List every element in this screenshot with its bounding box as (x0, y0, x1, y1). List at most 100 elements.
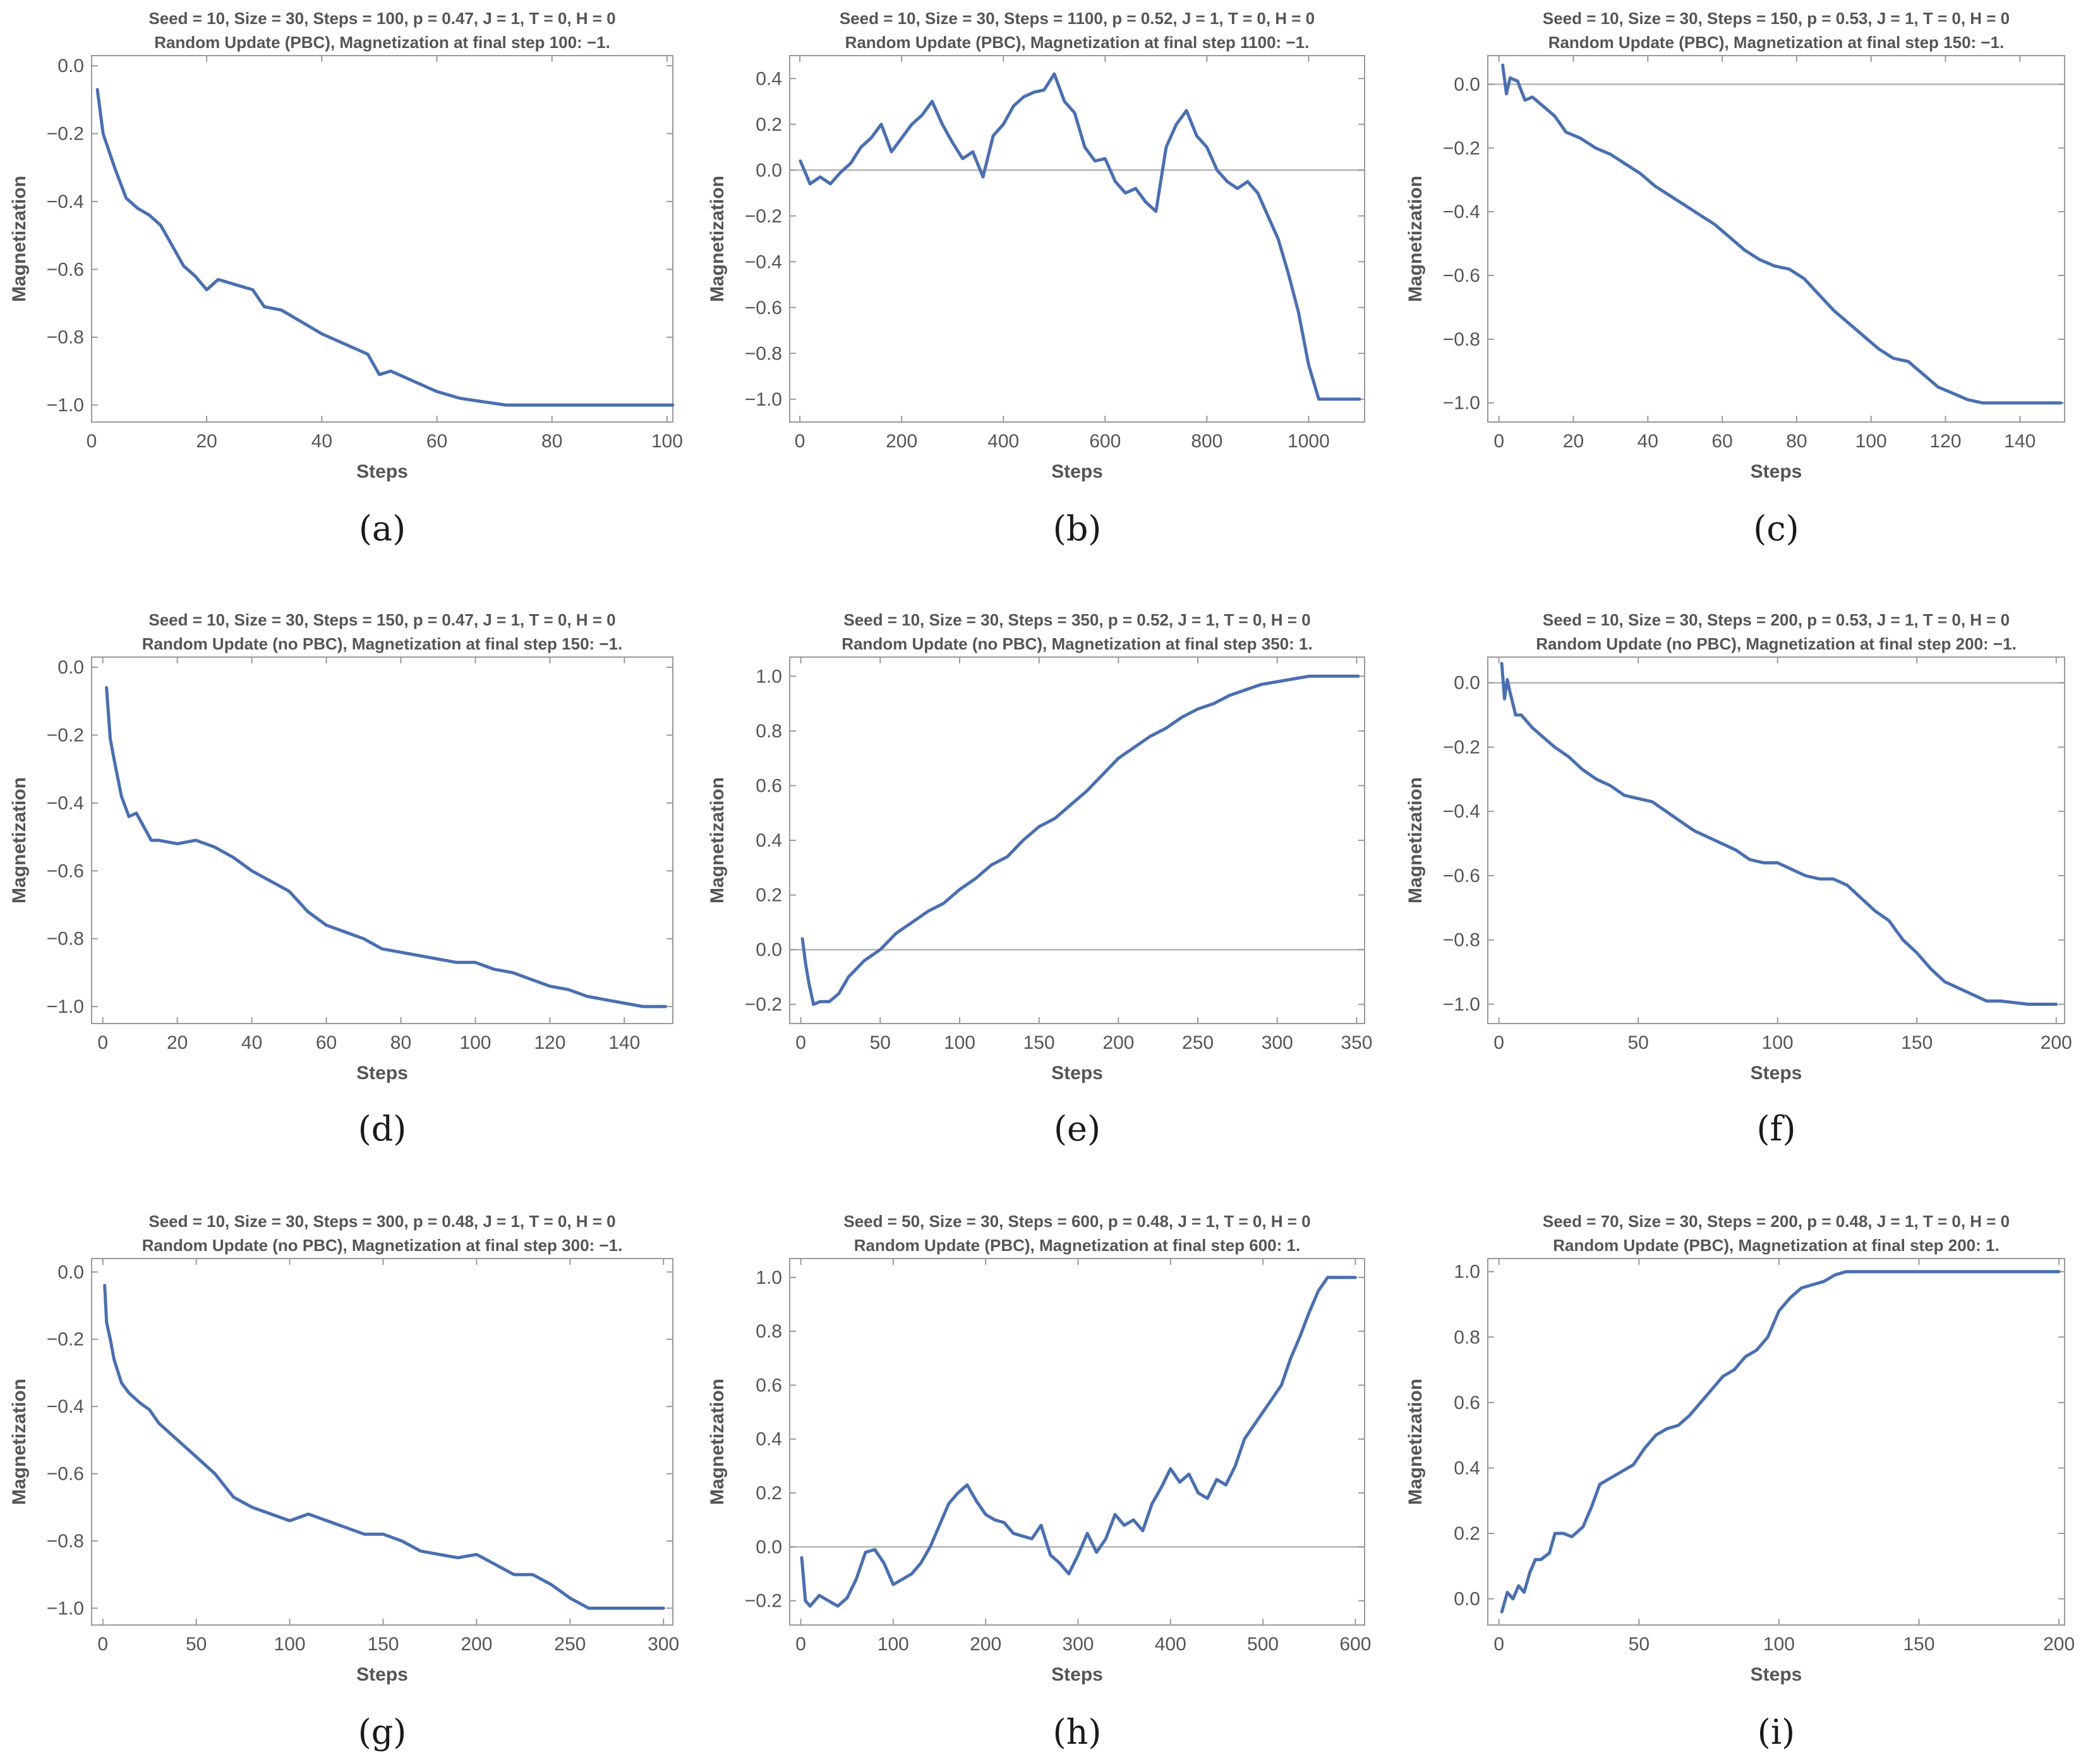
x-tick-label: 200 (2043, 1634, 2075, 1655)
y-tick-label: −1.0 (1443, 994, 1480, 1015)
chart-title: Seed = 10, Size = 30, Steps = 350, p = 0… (843, 610, 1310, 629)
x-tick-label: 800 (1191, 431, 1222, 452)
x-tick-label: 100 (944, 1032, 975, 1053)
y-tick-label: −1.0 (47, 996, 84, 1017)
y-tick-label: 0.0 (1454, 74, 1480, 95)
y-axis-title: Magnetization (9, 777, 30, 903)
y-tick-label: −1.0 (1443, 393, 1480, 414)
magnetization-series-line (800, 1276, 1357, 1608)
magnetization-series-line (105, 686, 667, 1008)
chart-panel-3: Seed = 10, Size = 30, Steps = 150, p = 0… (1405, 9, 2065, 548)
chart-panel-8: Seed = 50, Size = 30, Steps = 600, p = 0… (707, 1212, 1371, 1752)
chart-subtitle: Random Update (PBC), Magnetization at fi… (1548, 33, 2005, 52)
x-tick-label: 150 (1903, 1634, 1935, 1655)
y-tick-label: −1.0 (47, 395, 84, 416)
x-tick-label: 0 (1493, 431, 1504, 452)
y-tick-label: −0.2 (745, 206, 782, 227)
chart-title: Seed = 10, Size = 30, Steps = 100, p = 0… (148, 9, 615, 28)
y-tick-label: 0.4 (756, 830, 782, 851)
y-axis-title: Magnetization (707, 1379, 728, 1505)
y-tick-label: 0.0 (1454, 673, 1480, 694)
x-tick-label: 80 (541, 431, 562, 452)
y-tick-label: −0.8 (1443, 329, 1480, 350)
x-tick-label: 100 (651, 431, 683, 452)
plot-frame (91, 656, 673, 1024)
x-tick-label: 100 (1855, 431, 1887, 452)
y-tick-label: 0.8 (756, 721, 782, 742)
y-tick-label: −0.6 (1443, 866, 1480, 886)
y-tick-label: 0.4 (756, 68, 782, 89)
y-tick-label: −0.2 (47, 1329, 84, 1350)
x-tick-label: 100 (878, 1634, 909, 1655)
x-tick-label: 600 (1089, 431, 1121, 452)
y-tick-label: 0.0 (1454, 1589, 1480, 1610)
chart-title: Seed = 70, Size = 30, Steps = 200, p = 0… (1543, 1212, 2010, 1231)
plot-frame (789, 656, 1365, 1024)
x-tick-label: 50 (186, 1634, 207, 1655)
x-tick-label: 0 (795, 1032, 806, 1053)
x-tick-label: 140 (608, 1032, 640, 1053)
x-tick-label: 40 (311, 431, 332, 452)
y-tick-label: 0.2 (756, 1483, 782, 1504)
x-tick-label: 40 (1638, 431, 1658, 452)
x-axis-title: Steps (1751, 1063, 1802, 1084)
panel-caption: (c) (1753, 509, 1799, 548)
y-tick-label: −0.8 (1443, 930, 1480, 951)
x-tick-label: 350 (1341, 1032, 1372, 1053)
x-tick-label: 250 (554, 1634, 586, 1655)
chart-panel-5: Seed = 10, Size = 30, Steps = 350, p = 0… (707, 610, 1372, 1149)
y-tick-label: 0.0 (756, 160, 782, 181)
y-tick-label: −0.4 (47, 793, 84, 814)
y-tick-label: −0.2 (47, 725, 84, 746)
x-tick-label: 60 (1711, 431, 1732, 452)
y-tick-label: −0.4 (1443, 801, 1480, 822)
x-axis-title: Steps (1751, 1664, 1802, 1685)
chart-subtitle: Random Update (no PBC), Magnetization at… (142, 634, 623, 653)
x-tick-label: 60 (426, 431, 447, 452)
y-tick-label: −0.2 (1443, 138, 1480, 159)
chart-title: Seed = 10, Size = 30, Steps = 300, p = 0… (148, 1212, 615, 1231)
y-axis-title: Magnetization (9, 176, 30, 302)
y-tick-label: 0.8 (1454, 1327, 1480, 1348)
plot-frame (1487, 1258, 2065, 1626)
x-tick-label: 80 (390, 1032, 411, 1053)
plot-frame (1487, 55, 2065, 423)
magnetization-series-line (95, 88, 675, 407)
x-tick-label: 400 (1155, 1634, 1186, 1655)
panel-caption: (e) (1054, 1109, 1101, 1149)
y-axis-title: Magnetization (1405, 1379, 1426, 1505)
x-axis-title: Steps (1051, 1664, 1103, 1685)
x-tick-label: 150 (1901, 1032, 1933, 1053)
x-tick-label: 20 (1563, 431, 1584, 452)
chart-title: Seed = 50, Size = 30, Steps = 600, p = 0… (843, 1212, 1310, 1231)
chart-title: Seed = 10, Size = 30, Steps = 150, p = 0… (148, 610, 615, 629)
y-tick-label: −0.6 (47, 861, 84, 881)
x-tick-label: 20 (167, 1032, 188, 1053)
chart-subtitle: Random Update (PBC), Magnetization at fi… (154, 33, 610, 52)
x-tick-label: 250 (1182, 1032, 1214, 1053)
magnetization-series-line (800, 674, 1360, 1006)
magnetization-series-line (1500, 662, 2058, 1006)
plot-frame (789, 55, 1365, 423)
y-tick-label: −0.6 (1443, 265, 1480, 286)
x-tick-label: 100 (459, 1032, 491, 1053)
x-tick-label: 200 (461, 1634, 492, 1655)
x-axis-title: Steps (356, 1063, 408, 1084)
x-tick-label: 200 (970, 1634, 1001, 1655)
y-tick-label: 0.0 (57, 1262, 84, 1283)
x-tick-label: 0 (795, 431, 805, 452)
y-tick-label: −0.4 (47, 1396, 84, 1417)
y-tick-label: 0.2 (756, 885, 782, 906)
y-tick-label: −1.0 (47, 1598, 84, 1619)
y-tick-label: 0.0 (756, 939, 782, 960)
chart-title: Seed = 10, Size = 30, Steps = 1100, p = … (840, 9, 1315, 28)
y-tick-label: −0.2 (1443, 737, 1480, 758)
chart-subtitle: Random Update (no PBC), Magnetization at… (142, 1236, 623, 1255)
y-tick-label: −0.8 (47, 1531, 84, 1552)
x-tick-label: 80 (1786, 431, 1807, 452)
x-tick-label: 0 (87, 431, 97, 452)
x-tick-label: 300 (1262, 1032, 1293, 1053)
chart-panel-4: Seed = 10, Size = 30, Steps = 150, p = 0… (9, 610, 673, 1149)
y-tick-label: 1.0 (1454, 1262, 1480, 1283)
panel-caption: (h) (1053, 1712, 1102, 1752)
